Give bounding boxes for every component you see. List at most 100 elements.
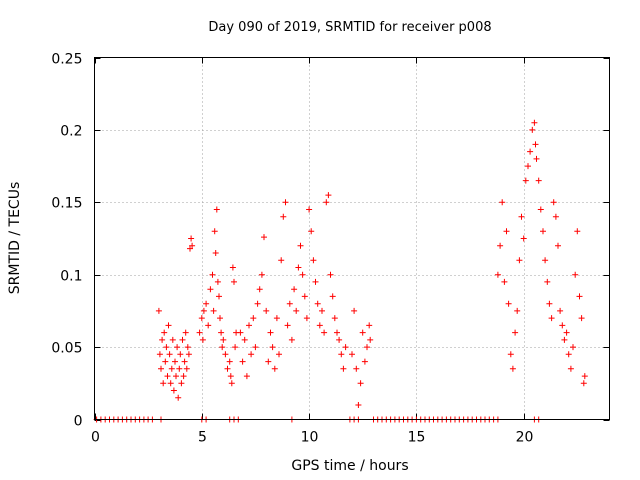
data-point [218, 329, 225, 336]
data-point [160, 380, 167, 387]
y-tick-label: 0.25 [51, 52, 82, 68]
data-point [507, 351, 514, 358]
data-point [224, 365, 231, 372]
data-point [222, 351, 229, 358]
data-point [312, 278, 319, 285]
data-point [331, 315, 338, 322]
data-point [359, 329, 366, 336]
data-point [293, 307, 300, 314]
data-point [228, 380, 235, 387]
data-point [261, 234, 267, 241]
data-point [263, 307, 270, 314]
data-point [494, 271, 501, 278]
data-point [336, 336, 343, 343]
data-point [216, 293, 222, 300]
data-point [175, 394, 182, 401]
data-point [301, 293, 308, 300]
x-tick-label: 10 [301, 430, 319, 446]
data-point [203, 300, 210, 307]
data-point [265, 358, 272, 365]
data-point [544, 278, 551, 285]
y-tick-label: 0.2 [60, 124, 82, 140]
data-point [306, 206, 313, 213]
data-point [155, 307, 162, 314]
data-point [181, 358, 188, 365]
data-point [316, 322, 323, 329]
data-point [576, 293, 583, 300]
data-point [211, 228, 218, 235]
data-point [303, 315, 310, 322]
data-point [497, 242, 504, 249]
data-point [355, 402, 362, 408]
data-point [512, 329, 519, 336]
data-point [321, 329, 328, 336]
data-point [241, 336, 248, 343]
data-point [540, 228, 546, 235]
y-axis-label: SRMTID / TECUs [7, 182, 23, 295]
data-point [163, 344, 170, 351]
data-point [209, 271, 216, 278]
data-point [546, 300, 553, 307]
data-point [531, 119, 538, 126]
data-point [231, 278, 237, 285]
data-point [325, 192, 332, 199]
data-point [205, 322, 212, 329]
data-point [174, 344, 181, 351]
data-point [299, 271, 306, 278]
data-point [207, 286, 214, 293]
data-point [199, 336, 206, 343]
data-point [156, 351, 163, 358]
data-point [367, 336, 374, 343]
data-point [555, 242, 561, 249]
data-point [503, 228, 510, 235]
data-point [170, 387, 177, 394]
x-tick-label: 5 [198, 430, 207, 446]
chart-title: Day 090 of 2019, SRMTID for receiver p00… [208, 20, 491, 35]
data-point [342, 344, 349, 351]
data-point [282, 199, 289, 206]
data-point [334, 329, 340, 336]
data-point [366, 322, 373, 329]
y-tick-label: 0.1 [60, 269, 82, 285]
data-point [176, 365, 183, 372]
data-point [505, 300, 512, 307]
data-point [188, 235, 195, 242]
data-point [361, 358, 368, 365]
data-point [353, 365, 360, 372]
data-point [237, 329, 244, 336]
data-point [340, 365, 347, 372]
data-point [537, 206, 544, 213]
data-point [286, 300, 293, 307]
x-axis-label: GPS time / hours [291, 458, 408, 474]
data-point [364, 344, 370, 351]
y-tick-label: 0.15 [51, 196, 82, 212]
data-point [217, 315, 223, 322]
x-tick-label: 0 [91, 430, 100, 446]
data-point [273, 315, 280, 322]
data-point [580, 380, 587, 387]
data-point [189, 242, 196, 249]
data-point [516, 257, 523, 264]
data-point [518, 213, 525, 220]
data-point [295, 264, 302, 271]
data-point [166, 351, 173, 358]
data-point [509, 365, 516, 372]
data-point [327, 271, 334, 278]
data-point [280, 213, 287, 220]
plot-frame [94, 57, 610, 420]
data-point [210, 307, 217, 314]
data-point [232, 344, 239, 351]
data-point [226, 358, 233, 365]
data-point [246, 322, 252, 329]
y-tick-label: 0.05 [51, 341, 82, 357]
data-point [525, 163, 531, 170]
data-point [314, 300, 321, 307]
data-point [565, 351, 572, 358]
data-point [357, 380, 364, 387]
data-point [162, 358, 169, 365]
data-point [252, 344, 259, 351]
data-point [158, 365, 164, 372]
data-point [349, 351, 355, 358]
data-point [164, 373, 171, 380]
